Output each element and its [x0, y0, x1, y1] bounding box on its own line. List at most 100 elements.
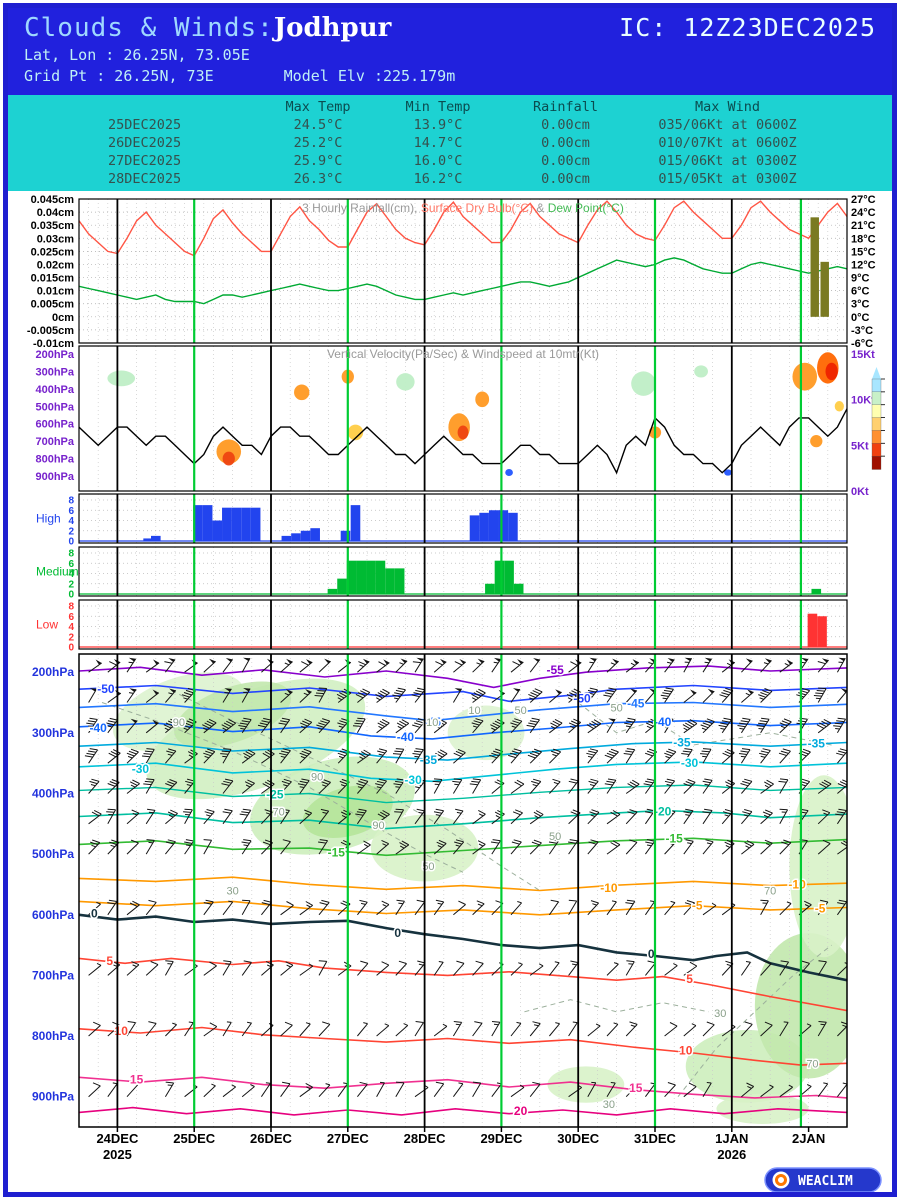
- svg-text:0: 0: [68, 537, 74, 548]
- svg-text:0.005cm: 0.005cm: [31, 299, 75, 311]
- cell-rainfall: 0.00cm: [541, 171, 590, 187]
- svg-text:15Kt: 15Kt: [851, 349, 875, 361]
- svg-text:500hPa: 500hPa: [35, 401, 74, 413]
- weaclim-logo: WEACLIM: [764, 1167, 882, 1193]
- svg-text:800hPa: 800hPa: [32, 1029, 74, 1043]
- svg-text:2026: 2026: [717, 1147, 746, 1162]
- svg-text:70: 70: [273, 807, 285, 819]
- svg-text:200hPa: 200hPa: [32, 665, 74, 679]
- svg-text:6: 6: [68, 506, 74, 517]
- svg-text:29DEC: 29DEC: [480, 1131, 523, 1146]
- svg-text:0.04cm: 0.04cm: [37, 207, 75, 219]
- svg-text:0°C: 0°C: [851, 312, 870, 324]
- model-elevation-label: Model Elv :225.179m: [283, 67, 456, 85]
- svg-text:0.025cm: 0.025cm: [31, 246, 75, 258]
- svg-text:400hPa: 400hPa: [35, 384, 74, 396]
- svg-text:50: 50: [514, 705, 526, 717]
- svg-text:24DEC: 24DEC: [96, 1131, 139, 1146]
- svg-text:-5: -5: [815, 902, 826, 916]
- svg-text:300hPa: 300hPa: [32, 726, 74, 740]
- svg-text:-3°C: -3°C: [851, 325, 873, 337]
- station-name: Jodhpur: [273, 13, 392, 43]
- cell-min-temp: 16.2°C: [413, 171, 463, 187]
- svg-text:0: 0: [648, 947, 655, 961]
- svg-text:50: 50: [610, 702, 622, 714]
- svg-text:30: 30: [226, 886, 238, 898]
- svg-text:-50: -50: [97, 682, 115, 696]
- svg-text:31DEC: 31DEC: [634, 1131, 677, 1146]
- svg-text:600hPa: 600hPa: [35, 419, 74, 431]
- svg-text:15: 15: [629, 1081, 643, 1095]
- svg-text:0.02cm: 0.02cm: [37, 259, 75, 271]
- col-header-rainfall: Rainfall: [532, 99, 599, 115]
- col-header-max-wind: Max Wind: [694, 99, 761, 115]
- svg-text:2025: 2025: [103, 1147, 132, 1162]
- svg-text:-25: -25: [266, 788, 284, 802]
- svg-text:-40: -40: [397, 730, 415, 744]
- svg-text:4: 4: [68, 622, 74, 633]
- svg-text:0: 0: [68, 590, 74, 601]
- row-date: 26DEC2025: [108, 135, 182, 151]
- svg-text:0.045cm: 0.045cm: [31, 194, 75, 206]
- cell-max-temp: 25.2°C: [293, 135, 343, 151]
- svg-text:0.015cm: 0.015cm: [31, 273, 75, 285]
- svg-text:2JAN: 2JAN: [792, 1131, 825, 1146]
- cell-max-temp: 24.5°C: [293, 117, 343, 133]
- row-date: 27DEC2025: [108, 153, 182, 169]
- svg-text:0.035cm: 0.035cm: [31, 220, 75, 232]
- svg-text:-5: -5: [692, 899, 703, 913]
- svg-text:-35: -35: [420, 753, 438, 767]
- svg-text:900hPa: 900hPa: [32, 1090, 74, 1104]
- svg-text:6: 6: [68, 559, 74, 570]
- header-meta-row: Grid Pt : 26.25N, 73E Model Elv :225.179…: [24, 67, 876, 85]
- cell-min-temp: 13.9°C: [413, 117, 463, 133]
- svg-text:700hPa: 700hPa: [32, 968, 74, 982]
- cell-max-temp: 26.3°C: [293, 171, 343, 187]
- svg-text:WEACLIM: WEACLIM: [798, 1174, 853, 1189]
- svg-text:-35: -35: [673, 736, 691, 750]
- cell-rainfall: 0.00cm: [541, 153, 590, 169]
- svg-text:70: 70: [764, 886, 776, 898]
- svg-text:15°C: 15°C: [851, 246, 876, 258]
- svg-text:-45: -45: [627, 697, 645, 711]
- svg-text:25DEC: 25DEC: [173, 1131, 216, 1146]
- svg-text:0Kt: 0Kt: [851, 486, 869, 498]
- svg-text:90: 90: [173, 717, 185, 729]
- svg-text:6: 6: [68, 612, 74, 623]
- svg-text:-0.01cm: -0.01cm: [33, 338, 74, 350]
- svg-text:600hPa: 600hPa: [32, 908, 74, 922]
- svg-text:27°C: 27°C: [851, 194, 876, 206]
- svg-text:0: 0: [68, 643, 74, 654]
- svg-text:90: 90: [372, 820, 384, 832]
- page-title: Clouds & Winds:: [24, 13, 274, 43]
- svg-text:3°C: 3°C: [851, 299, 870, 311]
- col-header-min-temp: Min Temp: [405, 99, 471, 115]
- svg-text:26DEC: 26DEC: [250, 1131, 293, 1146]
- summary-table: Max Temp Min Temp Rainfall Max Wind 25DE…: [8, 95, 892, 191]
- svg-text:3 Hourly Rainfall(cm), Surface: 3 Hourly Rainfall(cm), Surface Dry Bulb(…: [302, 201, 624, 215]
- svg-text:2: 2: [68, 526, 74, 537]
- vertical-velocity-panel: 200hPa 300hPa 400hPa 500hPa 600hPa 700hPa 800h…: [35, 346, 885, 498]
- svg-text:-50: -50: [573, 691, 591, 705]
- svg-text:10: 10: [426, 717, 438, 729]
- svg-text:900hPa: 900hPa: [35, 471, 74, 483]
- cell-max-temp: 25.9°C: [293, 153, 343, 169]
- svg-text:2: 2: [68, 579, 74, 590]
- svg-text:4: 4: [68, 569, 74, 580]
- cell-max-wind: 015/06Kt at 0300Z: [658, 153, 797, 169]
- svg-text:1JAN: 1JAN: [715, 1131, 748, 1146]
- svg-text:5: 5: [686, 972, 693, 986]
- svg-text:30: 30: [603, 1099, 615, 1111]
- svg-text:30DEC: 30DEC: [557, 1131, 600, 1146]
- svg-text:10Kt: 10Kt: [851, 395, 875, 407]
- svg-text:15: 15: [130, 1073, 144, 1087]
- col-header-date: [108, 98, 258, 116]
- svg-text:0.03cm: 0.03cm: [37, 233, 75, 245]
- svg-text:-40: -40: [654, 715, 672, 729]
- summary-table-grid: Max Temp Min Temp Rainfall Max Wind 25DE…: [108, 98, 822, 188]
- svg-text:9°C: 9°C: [851, 273, 870, 285]
- upper-air-panel: -55-50-50-45-45-40-40-40-35-35 -35-30-30-…: [32, 654, 847, 1127]
